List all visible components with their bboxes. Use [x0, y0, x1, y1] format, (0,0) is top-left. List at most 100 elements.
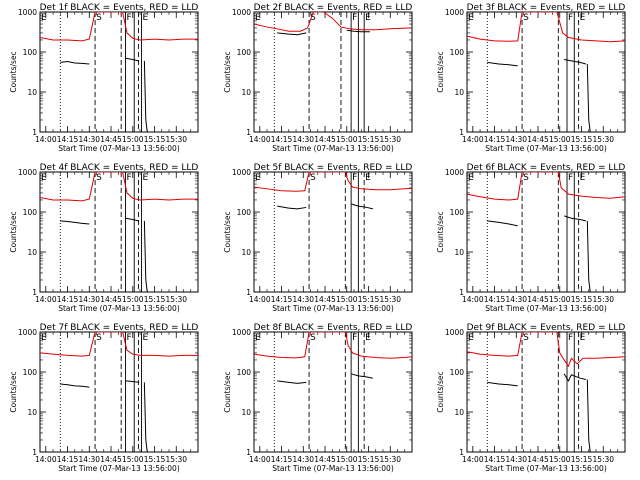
chart-title: Det 6f BLACK = Events, RED = LLD — [467, 163, 626, 173]
x-tick-label: 14:30 — [292, 295, 314, 304]
events-rate-line — [487, 61, 518, 67]
y-tick-label: 10 — [241, 248, 251, 257]
y-tick-label: 10 — [241, 408, 251, 417]
x-axis-label: Start Time (07-Mar-13 13:56:00) — [485, 304, 607, 313]
interval-marker-label: F — [568, 333, 573, 343]
plot-frame — [39, 331, 199, 453]
y-tick-label: 1 — [459, 448, 464, 457]
lld-rate-line — [254, 12, 412, 32]
interval-marker-label: E — [365, 13, 371, 23]
y-tick-label: 10 — [454, 248, 464, 257]
y-tick-label: 100 — [237, 368, 252, 377]
interval-marker-label: S — [310, 173, 316, 183]
interval-marker-label: E — [142, 173, 148, 183]
lld-rate-line — [467, 172, 625, 201]
x-tick-label: 14:15 — [484, 455, 506, 464]
chart-panel-5: Det 5f BLACK = Events, RED = LLD 1 10 100 10… — [223, 163, 413, 313]
plot-frame — [39, 11, 199, 133]
chart-panel-9: Det 9f BLACK = Events, RED = LLD 1 10 100 10… — [436, 323, 626, 473]
events-rate-line — [563, 215, 586, 222]
events-rate-line — [60, 383, 90, 388]
x-axis-label: Start Time (07-Mar-13 13:56:00) — [485, 464, 607, 473]
x-tick-label: 14:30 — [505, 295, 527, 304]
y-tick-label: 1000 — [445, 8, 464, 17]
interval-marker-label: E — [365, 173, 371, 183]
x-tick-label: 14:45 — [100, 135, 122, 144]
plot-frame — [253, 331, 413, 453]
chart-title: Det 8f BLACK = Events, RED = LLD — [254, 323, 413, 333]
x-tick-label: 14:30 — [505, 135, 527, 144]
x-tick-label: 14:15 — [57, 135, 79, 144]
events-rate-line — [563, 373, 586, 382]
x-tick-label: 14:00 — [35, 455, 57, 464]
x-tick-label: 14:15 — [271, 135, 293, 144]
x-axis-label: Start Time (07-Mar-13 13:56:00) — [58, 144, 180, 153]
x-tick-label: 15:15 — [144, 135, 166, 144]
interval-marker-label: F — [352, 13, 357, 23]
events-rate-line — [350, 373, 373, 379]
interval-marker-label: E — [580, 173, 586, 183]
y-tick-label: 1000 — [18, 8, 37, 17]
y-axis-label: Counts/sec — [223, 211, 232, 252]
y-tick-label: 1 — [32, 448, 37, 457]
events-rate-line — [586, 379, 591, 452]
x-tick-label: 14:45 — [314, 455, 336, 464]
y-tick-label: 1000 — [232, 168, 251, 177]
x-tick-label: 14:45 — [527, 135, 549, 144]
y-axis-label: Counts/sec — [9, 211, 18, 252]
x-tick-label: 14:30 — [292, 455, 314, 464]
x-tick-label: 15:00 — [336, 295, 358, 304]
x-tick-label: 15:15 — [358, 455, 380, 464]
events-rate-line — [125, 57, 139, 62]
x-tick-label: 14:00 — [462, 135, 484, 144]
lld-rate-line — [40, 172, 198, 202]
x-tick-label: 15:30 — [165, 135, 187, 144]
x-tick-label: 14:30 — [292, 135, 314, 144]
y-tick-label: 100 — [23, 48, 38, 57]
x-axis-label: Start Time (07-Mar-13 13:56:00) — [272, 464, 394, 473]
x-axis-label: Start Time (07-Mar-13 13:56:00) — [272, 304, 394, 313]
interval-marker-label: E — [580, 13, 586, 23]
y-tick-label: 100 — [23, 368, 38, 377]
interval-marker-label: S — [96, 13, 102, 23]
lld-rate-line — [40, 12, 198, 42]
events-rate-line — [564, 58, 586, 65]
interval-marker-label: E — [468, 333, 474, 343]
x-tick-label: 14:15 — [271, 455, 293, 464]
x-tick-label: 14:15 — [57, 295, 79, 304]
x-axis-label: Start Time (07-Mar-13 13:56:00) — [485, 144, 607, 153]
events-rate-line — [487, 381, 518, 387]
x-tick-label: 14:00 — [35, 295, 57, 304]
y-tick-label: 1000 — [18, 328, 37, 337]
y-tick-label: 1 — [459, 288, 464, 297]
x-axis-label: Start Time (07-Mar-13 13:56:00) — [272, 144, 394, 153]
y-tick-label: 100 — [450, 368, 465, 377]
x-tick-label: 15:15 — [358, 295, 380, 304]
y-axis-label: Counts/sec — [223, 371, 232, 412]
x-tick-label: 15:15 — [358, 135, 380, 144]
x-tick-label: 15:15 — [571, 295, 593, 304]
y-tick-label: 1 — [32, 128, 37, 137]
interval-marker-label: E — [365, 333, 371, 343]
lld-rate-line — [254, 332, 412, 359]
interval-marker-label: E — [468, 173, 474, 183]
y-tick-label: 10 — [241, 88, 251, 97]
x-tick-label: 14:45 — [100, 295, 122, 304]
x-tick-label: 14:15 — [57, 455, 79, 464]
y-axis-label: Counts/sec — [223, 51, 232, 92]
interval-marker-label: S — [523, 333, 529, 343]
y-axis-label: Counts/sec — [436, 51, 445, 92]
y-tick-label: 1 — [246, 448, 251, 457]
chart-title: Det 3f BLACK = Events, RED = LLD — [467, 3, 626, 13]
interval-marker-label: F — [568, 13, 573, 23]
lld-rate-line — [254, 172, 412, 192]
x-tick-label: 15:00 — [549, 455, 571, 464]
events-rate-line — [277, 380, 307, 384]
chart-panel-3: Det 3f BLACK = Events, RED = LLD 1 10 100 10… — [436, 3, 626, 153]
x-tick-label: 15:15 — [571, 135, 593, 144]
x-tick-label: 14:00 — [462, 295, 484, 304]
interval-marker-label: S — [523, 173, 529, 183]
x-axis-label: Start Time (07-Mar-13 13:56:00) — [58, 304, 180, 313]
interval-marker-label: F — [352, 333, 357, 343]
